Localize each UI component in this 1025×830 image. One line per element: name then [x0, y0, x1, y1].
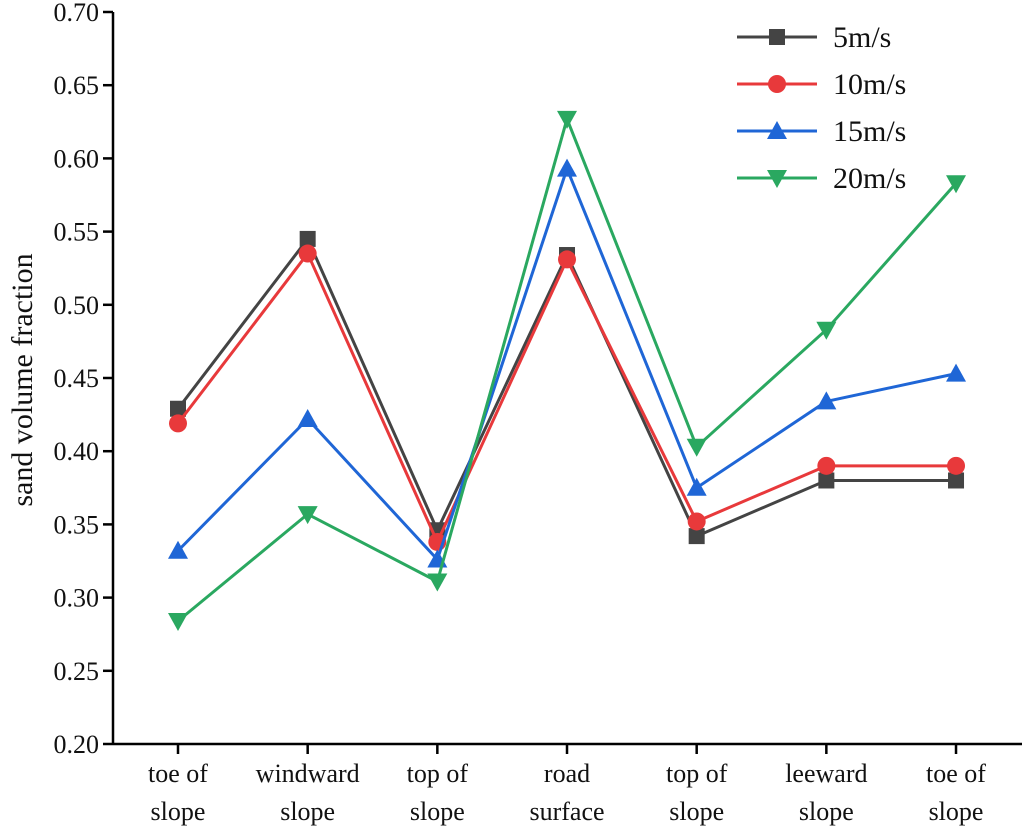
- x-tick-label: toe of: [148, 759, 208, 788]
- x-tick-label: slope: [280, 797, 335, 826]
- y-tick-label: 0.20: [54, 730, 100, 759]
- series-20m-per-s: [168, 110, 967, 632]
- x-tick-label: slope: [151, 797, 206, 826]
- x-tick-label: top of: [666, 759, 728, 788]
- x-axis-ticks: toe of slope windward slope top of slope road s…: [148, 744, 986, 826]
- x-tick-label: top of: [407, 759, 469, 788]
- data-point: [947, 456, 966, 475]
- legend-marker: [767, 170, 787, 188]
- legend-label: 5m/s: [833, 21, 891, 54]
- data-point: [948, 472, 965, 489]
- y-axis-ticks: 0.20 0.25 0.30 0.35 0.40 0.45 0.50 0.55 0.60 0.65…: [54, 0, 113, 759]
- x-tick-label: leeward: [785, 759, 867, 788]
- data-point: [816, 321, 837, 340]
- y-tick-label: 0.55: [54, 218, 100, 247]
- y-tick-label: 0.50: [54, 291, 100, 320]
- data-point: [817, 456, 836, 475]
- series-15m-per-s: [168, 158, 967, 568]
- data-point: [299, 230, 316, 247]
- legend-label: 10m/s: [833, 68, 906, 101]
- y-tick-label: 0.35: [54, 510, 100, 539]
- y-tick-label: 0.30: [54, 584, 100, 613]
- data-point: [946, 175, 967, 194]
- data-point: [686, 438, 707, 457]
- data-point: [168, 540, 188, 559]
- legend-item: 20m/s: [737, 162, 906, 195]
- x-tick-label: slope: [669, 797, 724, 826]
- data-point: [558, 250, 577, 269]
- data-point: [946, 363, 967, 382]
- x-tick-label: toe of: [926, 759, 986, 788]
- y-tick-label: 0.45: [54, 364, 100, 393]
- series-line: [176, 237, 957, 538]
- data-point: [297, 506, 318, 525]
- data-point: [427, 573, 448, 592]
- plot-area: 0.20 0.25 0.30 0.35 0.40 0.45 0.50 0.55 0.60 0.65…: [6, 0, 1022, 826]
- data-point: [297, 408, 318, 427]
- x-tick-label: surface: [529, 797, 604, 826]
- data-point: [688, 528, 705, 545]
- legend-item: 5m/s: [737, 21, 891, 54]
- data-point: [170, 400, 186, 417]
- series-10m-per-s: [169, 244, 966, 551]
- x-tick-label: slope: [929, 797, 984, 826]
- y-tick-label: 0.40: [54, 437, 100, 466]
- y-tick-label: 0.70: [54, 0, 100, 27]
- data-point: [298, 244, 317, 263]
- data-point: [557, 158, 578, 177]
- legend-marker: [769, 29, 785, 45]
- series-line: [176, 167, 957, 562]
- legend-item: 10m/s: [737, 68, 906, 101]
- y-axis-title: sand volume fraction: [6, 253, 39, 506]
- data-point: [687, 512, 706, 531]
- x-tick-label: slope: [799, 797, 854, 826]
- legend-marker: [767, 121, 787, 139]
- y-tick-label: 0.65: [54, 71, 100, 100]
- data-point: [557, 110, 578, 129]
- legend-marker: [768, 75, 786, 93]
- y-tick-label: 0.60: [54, 144, 100, 173]
- y-tick-label: 0.25: [54, 657, 100, 686]
- data-point: [686, 477, 707, 496]
- legend-label: 20m/s: [833, 162, 906, 195]
- data-point: [816, 391, 837, 410]
- legend-item: 15m/s: [737, 115, 906, 148]
- legend: 5m/s 10m/s 15m/s 20m/s: [737, 21, 906, 195]
- x-tick-label: slope: [410, 797, 465, 826]
- legend-label: 15m/s: [833, 115, 906, 148]
- series-layer: [168, 110, 967, 632]
- x-tick-label: windward: [256, 759, 360, 788]
- x-tick-label: road: [544, 759, 590, 788]
- data-point: [168, 613, 188, 632]
- data-point: [818, 472, 835, 489]
- data-point: [169, 414, 187, 433]
